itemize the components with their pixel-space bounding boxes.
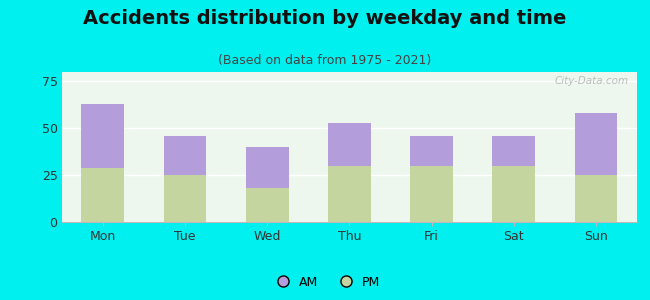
Bar bbox=[164, 175, 207, 222]
Bar bbox=[328, 123, 370, 166]
Bar bbox=[246, 147, 289, 188]
Bar bbox=[81, 104, 124, 168]
Bar bbox=[575, 175, 618, 222]
Bar bbox=[328, 166, 370, 222]
Bar bbox=[246, 188, 289, 222]
Text: City-Data.com: City-Data.com bbox=[554, 76, 629, 86]
Text: Accidents distribution by weekday and time: Accidents distribution by weekday and ti… bbox=[83, 9, 567, 28]
Bar bbox=[81, 168, 124, 222]
Bar bbox=[410, 136, 453, 166]
Bar bbox=[410, 166, 453, 222]
Legend: AM, PM: AM, PM bbox=[265, 271, 385, 294]
Bar bbox=[164, 136, 207, 175]
Text: (Based on data from 1975 - 2021): (Based on data from 1975 - 2021) bbox=[218, 54, 432, 67]
Bar bbox=[575, 113, 618, 175]
Bar bbox=[492, 166, 535, 222]
Bar bbox=[492, 136, 535, 166]
